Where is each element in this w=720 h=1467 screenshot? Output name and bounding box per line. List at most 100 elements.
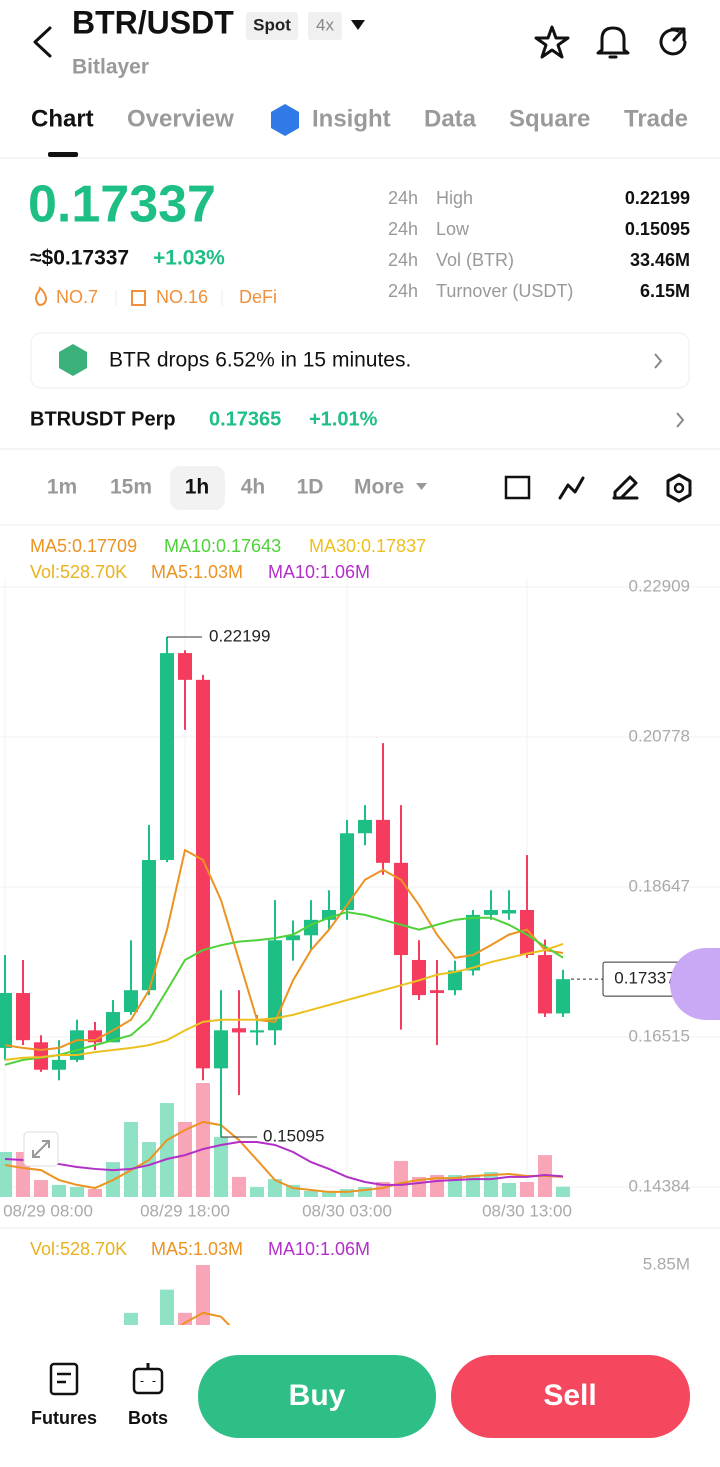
- candle-body: [160, 653, 174, 861]
- perp-name[interactable]: BTRUSDT Perp: [30, 408, 176, 430]
- buy-button[interactable]: [198, 1355, 436, 1438]
- volume-bar: [124, 1312, 138, 1325]
- bots-icon-detail: [140, 1363, 156, 1382]
- tab[interactable]: Data: [424, 105, 477, 132]
- volume-bar: [268, 1179, 282, 1197]
- subtitle: Bitlayer: [72, 56, 149, 79]
- back-button[interactable]: [33, 26, 52, 58]
- timeframe[interactable]: 15m: [110, 476, 152, 499]
- volume-panel: [124, 1265, 231, 1325]
- tab[interactable]: Square: [509, 105, 590, 132]
- badge: Spot: [253, 15, 291, 34]
- volume-bar: [178, 1312, 192, 1325]
- volume-bar: [394, 1160, 408, 1197]
- stat-period: 24h: [388, 188, 418, 208]
- sell-label: Sell: [543, 1379, 596, 1412]
- settings-icon[interactable]: [666, 473, 692, 503]
- tab[interactable]: Trade: [624, 105, 688, 132]
- perp-change: +1.01%: [309, 408, 378, 430]
- sell-button[interactable]: [451, 1355, 690, 1438]
- volume-bar: [232, 1176, 246, 1197]
- candle-body: [250, 1030, 264, 1033]
- tab-active[interactable]: Chart: [31, 105, 94, 132]
- candle-body: [214, 1030, 228, 1069]
- candle-body: [556, 979, 570, 1014]
- y-tick-label: 0.14384: [629, 1176, 690, 1195]
- timeframe[interactable]: 1m: [47, 476, 77, 499]
- candle-body: [340, 833, 354, 910]
- alert-icon[interactable]: [596, 26, 630, 59]
- nav-label[interactable]: Futures: [31, 1408, 97, 1428]
- timeframe[interactable]: 4h: [241, 476, 266, 499]
- candle-body: [412, 959, 426, 996]
- tab[interactable]: Overview: [127, 105, 234, 132]
- candle-body: [52, 1059, 66, 1070]
- stat-label: Low: [436, 219, 470, 239]
- dropdown-arrow: [416, 483, 427, 490]
- timeframe-active[interactable]: 1h: [185, 476, 210, 499]
- volume-bar: [34, 1180, 48, 1197]
- candle-body: [232, 1028, 246, 1033]
- chart-type-icon[interactable]: [504, 475, 531, 500]
- volume-bar: [88, 1189, 102, 1197]
- insight-icon: [59, 344, 87, 376]
- candle-body: [142, 860, 156, 991]
- candle-body: [196, 679, 210, 1069]
- candle-body: [178, 653, 192, 680]
- volume-bar: [556, 1186, 570, 1197]
- volume-bar: [304, 1190, 318, 1197]
- stat-value: 33.46M: [630, 250, 690, 270]
- x-tick-label: 08/29 08:00: [3, 1201, 93, 1220]
- floating-button[interactable]: [670, 948, 720, 1020]
- candle-body: [322, 909, 336, 920]
- draw-icon[interactable]: [612, 475, 639, 500]
- ma-line: [4, 911, 564, 1066]
- ma-legend: MA30:0.17837: [309, 536, 426, 556]
- volume-legend: Vol:528.70K: [30, 1239, 127, 1259]
- usd-price: ≈$0.17337: [30, 247, 129, 270]
- alert-box[interactable]: [30, 332, 690, 389]
- volume-bar: [142, 1142, 156, 1197]
- stat-label: Turnover (USDT): [436, 281, 573, 301]
- settings-icon-dot: [673, 482, 685, 494]
- stat-period: 24h: [388, 281, 418, 301]
- insight-icon: [271, 104, 299, 136]
- pair-title: BTR/USDT: [72, 4, 234, 40]
- ma-line: [4, 848, 564, 1052]
- stat-value: 6.15M: [640, 281, 690, 301]
- stat-value: 0.15095: [625, 219, 690, 239]
- volume-bar: [160, 1103, 174, 1197]
- volume-tick-label: 5.85M: [643, 1254, 690, 1273]
- chevron: [654, 353, 663, 369]
- volume-bar: [52, 1184, 66, 1197]
- rank-tag: NO.7: [56, 287, 98, 307]
- volume-bar: [196, 1083, 210, 1197]
- ma-legend: MA10:0.17643: [164, 536, 281, 556]
- sector-tag: DeFi: [239, 287, 277, 307]
- hot-icon: [35, 286, 48, 307]
- volume-bar: [70, 1187, 84, 1197]
- candle-body: [520, 909, 534, 956]
- volume-bar: [178, 1121, 192, 1197]
- ma-line: [4, 943, 564, 1061]
- last-price: 0.17337: [28, 176, 216, 234]
- x-tick-label: 08/30 13:00: [482, 1201, 572, 1220]
- dropdown-arrow[interactable]: [351, 20, 365, 30]
- volume-bar: [358, 1187, 372, 1197]
- tab[interactable]: Insight: [312, 105, 391, 132]
- timeframe-more[interactable]: More: [354, 476, 404, 499]
- share-icon[interactable]: [659, 27, 687, 56]
- volume-ma-line: [4, 1120, 564, 1193]
- divider: [0, 448, 720, 450]
- nav-label[interactable]: Bots: [128, 1408, 168, 1428]
- rank-icon: [131, 290, 146, 306]
- indicator-icon[interactable]: [558, 476, 585, 500]
- stat-label: High: [436, 188, 473, 208]
- timeframe[interactable]: 1D: [297, 476, 324, 499]
- candle-body: [430, 990, 444, 994]
- badge: 4x: [316, 15, 334, 34]
- favorite-icon[interactable]: [534, 25, 570, 59]
- chevron: [676, 412, 685, 428]
- futures-icon[interactable]: [49, 1362, 79, 1396]
- volume-legend: Vol:528.70K: [30, 562, 127, 582]
